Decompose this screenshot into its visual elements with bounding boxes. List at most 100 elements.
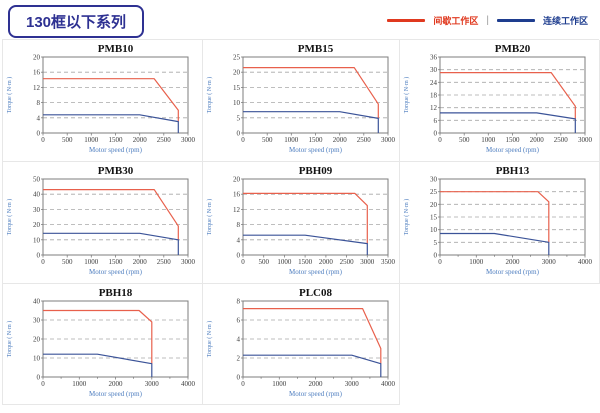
svg-text:0: 0 [37, 374, 41, 382]
svg-text:PBH18: PBH18 [99, 287, 133, 299]
svg-text:2000: 2000 [530, 136, 545, 144]
svg-text:0: 0 [237, 374, 241, 382]
svg-text:1000: 1000 [84, 258, 99, 266]
svg-text:6: 6 [237, 317, 241, 325]
chart-svg: PBH13 0 5 10 15 20 25 30 0 1000 2000 3000 4000 Motor … [403, 165, 593, 276]
intermittent-line-swatch [387, 19, 426, 22]
svg-text:PLC08: PLC08 [299, 287, 333, 299]
legend-label-intermittent: 间歇工作区 [433, 16, 479, 26]
chart-svg: PBH18 0 10 20 30 40 0 1000 2000 3000 4000 Motor spe… [6, 287, 196, 398]
page-title: 130框以下系列 [26, 14, 127, 31]
svg-text:18: 18 [430, 92, 438, 100]
svg-text:2000: 2000 [133, 136, 148, 144]
svg-text:0: 0 [37, 252, 41, 260]
svg-text:Torque ( N·m ): Torque ( N·m ) [206, 199, 213, 235]
svg-text:0: 0 [237, 252, 241, 260]
svg-text:PBH13: PBH13 [496, 165, 530, 177]
svg-text:1500: 1500 [298, 258, 313, 266]
svg-text:36: 36 [430, 54, 438, 62]
svg-text:0: 0 [41, 136, 45, 144]
svg-text:10: 10 [430, 226, 438, 234]
svg-text:25: 25 [430, 188, 438, 196]
chart-svg: PBH09 0 4 8 12 16 20 0 500 1000 1500 2000 2500 3000 35… [206, 165, 396, 276]
svg-text:4: 4 [237, 236, 241, 244]
chart-svg: PMB10 0 4 8 12 16 20 0 500 1000 1500 2000 2500 3000 Mo… [6, 43, 196, 154]
svg-text:20: 20 [33, 336, 41, 344]
svg-text:3000: 3000 [345, 380, 360, 388]
svg-text:4000: 4000 [381, 380, 396, 388]
svg-text:3000: 3000 [542, 258, 557, 266]
page-title-box: 130框以下系列 [8, 5, 145, 38]
svg-text:3500: 3500 [381, 258, 396, 266]
svg-text:50: 50 [33, 176, 41, 184]
svg-text:2000: 2000 [506, 258, 521, 266]
chart-cell-pbh09: PBH09 0 4 8 12 16 20 0 500 1000 1500 2000 2500 3000 35… [203, 162, 400, 284]
chart-cell-pbh18: PBH18 0 10 20 30 40 0 1000 2000 3000 4000 Motor spe… [3, 284, 203, 405]
svg-text:3000: 3000 [181, 258, 196, 266]
svg-text:500: 500 [258, 258, 269, 266]
svg-text:20: 20 [233, 176, 241, 184]
svg-text:0: 0 [241, 136, 245, 144]
svg-text:30: 30 [430, 176, 438, 184]
svg-text:2500: 2500 [554, 136, 569, 144]
svg-text:500: 500 [62, 258, 73, 266]
svg-text:3000: 3000 [578, 136, 593, 144]
svg-text:1500: 1500 [506, 136, 521, 144]
svg-text:0: 0 [237, 130, 241, 138]
svg-text:Motor speed (rpm): Motor speed (rpm) [89, 268, 143, 276]
chart-cell-pmb10: PMB10 0 4 8 12 16 20 0 500 1000 1500 2000 2500 3000 Mo… [3, 40, 203, 162]
chart-svg: PMB20 0 6 12 18 24 30 36 0 500 1000 1500 2000 2500 300… [403, 43, 593, 154]
svg-text:PMB10: PMB10 [98, 43, 134, 55]
svg-text:4: 4 [37, 114, 41, 122]
svg-text:PBH09: PBH09 [299, 165, 333, 177]
svg-text:3000: 3000 [181, 136, 196, 144]
svg-text:500: 500 [62, 136, 73, 144]
svg-text:2500: 2500 [157, 258, 172, 266]
svg-text:1000: 1000 [72, 380, 87, 388]
svg-text:500: 500 [459, 136, 470, 144]
svg-text:3000: 3000 [381, 136, 396, 144]
svg-text:10: 10 [33, 236, 41, 244]
svg-text:20: 20 [33, 54, 41, 62]
svg-text:1500: 1500 [309, 136, 324, 144]
svg-text:Torque ( N·m ): Torque ( N·m ) [6, 321, 13, 357]
svg-text:1000: 1000 [469, 258, 484, 266]
svg-text:16: 16 [33, 69, 41, 77]
svg-text:0: 0 [241, 258, 245, 266]
svg-text:2000: 2000 [333, 136, 348, 144]
svg-text:Motor speed (rpm): Motor speed (rpm) [289, 146, 343, 154]
svg-text:8: 8 [237, 298, 241, 306]
legend-label-continuous: 连续工作区 [542, 16, 588, 26]
svg-text:1000: 1000 [277, 258, 292, 266]
svg-text:0: 0 [41, 380, 45, 388]
svg-text:500: 500 [262, 136, 273, 144]
svg-text:Motor speed (rpm): Motor speed (rpm) [289, 390, 343, 398]
svg-text:3000: 3000 [145, 380, 160, 388]
svg-text:30: 30 [33, 317, 41, 325]
svg-text:Motor speed (rpm): Motor speed (rpm) [486, 146, 540, 154]
svg-text:Torque ( N·m ): Torque ( N·m ) [403, 199, 410, 235]
chart-svg: PMB15 0 5 10 15 20 25 0 500 1000 1500 2000 2500 3000 M… [206, 43, 396, 154]
chart-cell-pmb20: PMB20 0 6 12 18 24 30 36 0 500 1000 1500 2000 2500 300… [400, 40, 600, 162]
svg-text:40: 40 [33, 298, 41, 306]
svg-text:8: 8 [237, 221, 241, 229]
svg-text:Motor speed (rpm): Motor speed (rpm) [89, 390, 143, 398]
charts-grid: PMB10 0 4 8 12 16 20 0 500 1000 1500 2000 2500 3000 Mo… [2, 39, 600, 405]
svg-text:0: 0 [438, 136, 442, 144]
svg-text:1500: 1500 [109, 258, 124, 266]
svg-text:2000: 2000 [319, 258, 334, 266]
svg-text:0: 0 [434, 130, 438, 138]
svg-text:3000: 3000 [360, 258, 375, 266]
svg-text:Motor speed (rpm): Motor speed (rpm) [486, 268, 540, 276]
svg-text:Torque ( N·m ): Torque ( N·m ) [403, 77, 410, 113]
svg-text:2000: 2000 [109, 380, 124, 388]
svg-text:2000: 2000 [133, 258, 148, 266]
svg-text:10: 10 [33, 355, 41, 363]
svg-text:2500: 2500 [340, 258, 355, 266]
svg-text:Torque ( N·m ): Torque ( N·m ) [206, 321, 213, 357]
svg-text:12: 12 [430, 104, 438, 112]
svg-text:20: 20 [33, 221, 41, 229]
svg-text:1500: 1500 [109, 136, 124, 144]
